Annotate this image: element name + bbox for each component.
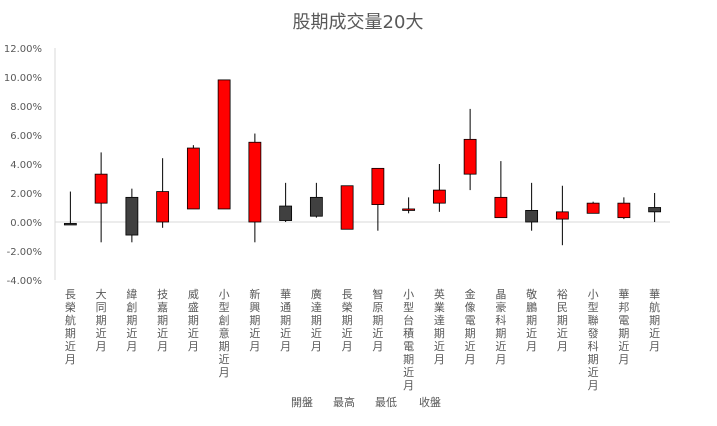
chart-title: 股期成交量20大 (293, 12, 424, 33)
x-tick-label: 新興期近月 (249, 287, 260, 353)
y-tick-label: 12.00% (4, 44, 42, 55)
x-tick-label: 金像電期近月 (465, 287, 476, 366)
candle-body (494, 196, 508, 219)
x-tick-label: 智原期近月 (372, 287, 383, 353)
candle-body (525, 209, 539, 223)
x-tick-label: 敬鵬期近月 (526, 288, 537, 353)
x-tick-label: 小型創意期近月 (219, 288, 230, 379)
x-tick-label: 華邦電期近月 (618, 288, 629, 366)
x-tick-label: 大同期近月 (96, 287, 107, 353)
y-tick-label: 4.00% (10, 160, 42, 171)
legend-label: 最低 (375, 396, 397, 409)
candle-body (156, 191, 170, 223)
legend-label: 收盤 (419, 395, 441, 409)
candle-body (279, 205, 293, 221)
candle-body (402, 208, 416, 211)
y-tick-label: 6.00% (10, 131, 42, 142)
x-tick-label: 英業達期近月 (434, 287, 445, 366)
x-tick-label: 技嘉期近月 (157, 288, 168, 353)
y-tick-label: 10.00% (4, 73, 42, 84)
x-tick-label: 華通期近月 (280, 288, 291, 353)
candle-body (186, 147, 200, 210)
y-axis-ticks: -4.00% -2.00% 0.00% 2.00% 4.00% 6.00% 8.00% 10.… (4, 44, 42, 287)
candle-body (432, 189, 446, 204)
y-tick-label: 8.00% (10, 102, 42, 113)
candle-body (617, 202, 631, 219)
x-tick-label: 威盛期近月 (188, 288, 199, 353)
candle-body (94, 173, 108, 204)
x-tick-label: 廣達期近月 (311, 287, 322, 353)
legend: 開盤 最高 最低 收盤 (291, 395, 441, 409)
candle-body (309, 196, 323, 217)
candle-body (586, 202, 600, 214)
candles-group (63, 79, 662, 246)
x-tick-label: 長榮期近月 (342, 288, 353, 353)
legend-label: 開盤 (291, 396, 313, 409)
x-tick-label: 長榮航期近月 (65, 288, 76, 366)
x-axis-labels: 長榮航期近月 大同期近月 緯創期近月 技嘉期近月 威盛期近月 小型創意期近月 新興期近月 華通… (65, 287, 660, 392)
candle-body (555, 211, 569, 220)
x-tick-label: 緯創期近月 (126, 287, 137, 353)
x-tick-label: 華航期近月 (649, 288, 660, 353)
y-tick-label: 0.00% (10, 218, 42, 229)
y-tick-label: -4.00% (7, 276, 42, 287)
candle-body (217, 79, 231, 210)
x-tick-label: 晶豪科期近月 (495, 288, 506, 366)
candle-body (648, 207, 662, 213)
candle-body (63, 223, 77, 226)
candle-body (371, 167, 385, 206)
y-tick-label: -2.00% (7, 247, 42, 258)
candle-body (340, 185, 354, 230)
candle-body (125, 196, 139, 236)
candle-body (463, 138, 477, 175)
candle-body (248, 141, 262, 223)
x-tick-label: 小型台積電期近月 (403, 288, 414, 392)
x-tick-label: 裕民期近月 (557, 288, 568, 353)
y-tick-label: 2.00% (10, 189, 42, 200)
x-tick-label: 小型聯發科期近月 (588, 288, 599, 392)
legend-label: 最高 (333, 395, 355, 409)
